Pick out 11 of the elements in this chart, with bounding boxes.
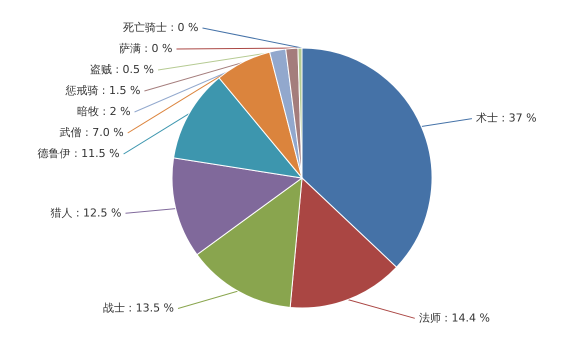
slice-label: 惩戒骑 : 1.5 % [64, 84, 140, 97]
category-label: 萨满 : 0 % [118, 42, 172, 55]
slice-label: 法师 : 14.4 % [418, 311, 490, 324]
slice-label: 盗贼 : 0.5 % [90, 63, 154, 76]
category-label: 死亡骑士 : 0 % [122, 21, 198, 34]
slice-label: 暗牧 : 2 % [76, 105, 131, 118]
slice-label: 武僧 : 7.0 % [60, 126, 124, 139]
slice-label: 德鲁伊 : 11.5 % [37, 147, 120, 160]
slice-label: 猎人 : 12.5 % [50, 206, 122, 220]
slice-label: 术士 : 37 % [476, 112, 537, 125]
slice-label: 战士 : 13.5 % [102, 301, 174, 314]
